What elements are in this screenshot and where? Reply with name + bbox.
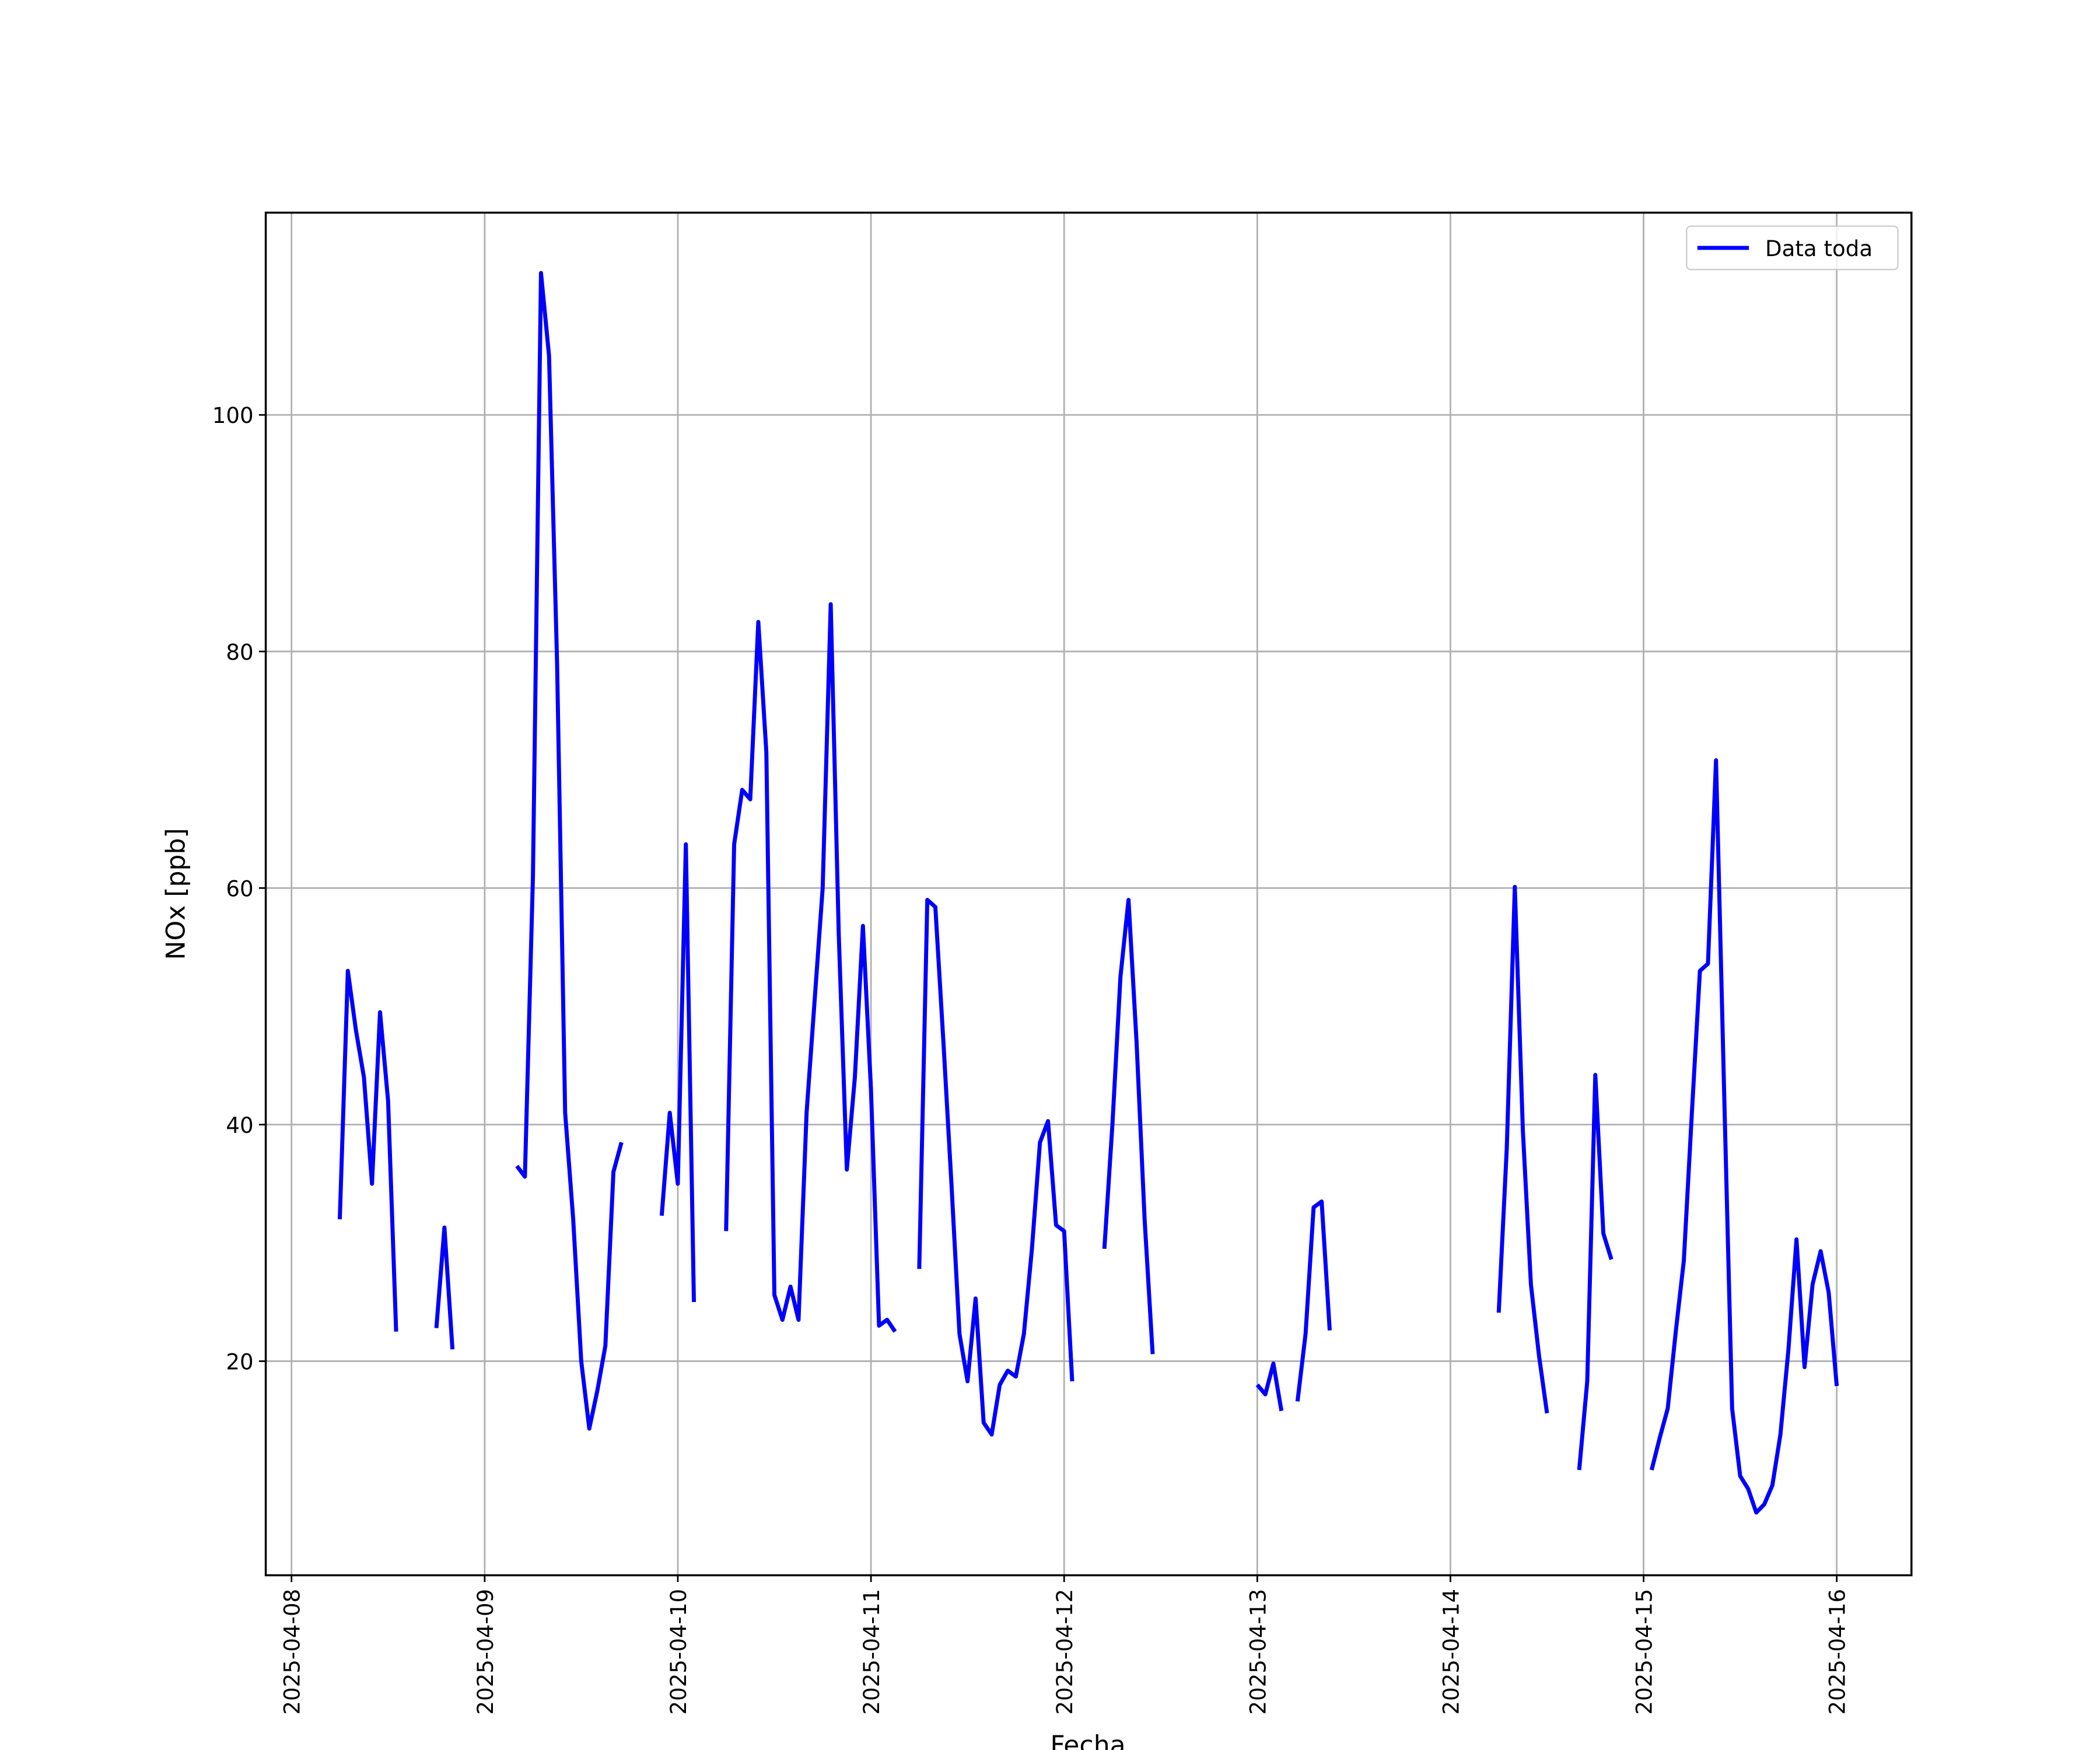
data-line [917,898,1074,1437]
y-tick-label: 80 [226,640,253,665]
legend-label: Data toda [1765,236,1873,261]
x-tick-label: 2025-04-11 [859,1589,884,1715]
y-tick-label: 100 [212,403,254,428]
x-axis-label: Fecha [1050,1731,1125,1750]
x-tick-label: 2025-04-16 [1825,1589,1850,1715]
y-tick-label: 20 [226,1349,253,1374]
x-tick-label: 2025-04-15 [1632,1589,1657,1715]
x-tick-label: 2025-04-12 [1052,1589,1077,1715]
data-line [724,602,897,1333]
x-tick-label: 2025-04-09 [473,1589,498,1715]
data-line [1496,884,1549,1414]
x-tick-label: 2025-04-14 [1438,1589,1464,1715]
data-line [1650,758,1839,1515]
x-tick-label: 2025-04-08 [280,1589,305,1715]
legend-box [1686,225,1899,271]
data-line [1102,898,1155,1354]
data-line [338,968,398,1332]
data-line [434,1225,455,1350]
axes-frame [264,211,1913,1577]
x-tick-label: 2025-04-13 [1245,1589,1270,1715]
y-axis-label: NOx [ppb] [161,828,191,960]
y-tick-label: 60 [226,876,253,901]
data-line [1255,1362,1284,1412]
y-tick-label: 40 [226,1113,253,1138]
x-tick-label: 2025-04-10 [666,1589,691,1715]
data-line [515,271,624,1431]
data-line [659,842,696,1303]
data-line [1577,1073,1614,1471]
data-line [1295,1199,1332,1402]
